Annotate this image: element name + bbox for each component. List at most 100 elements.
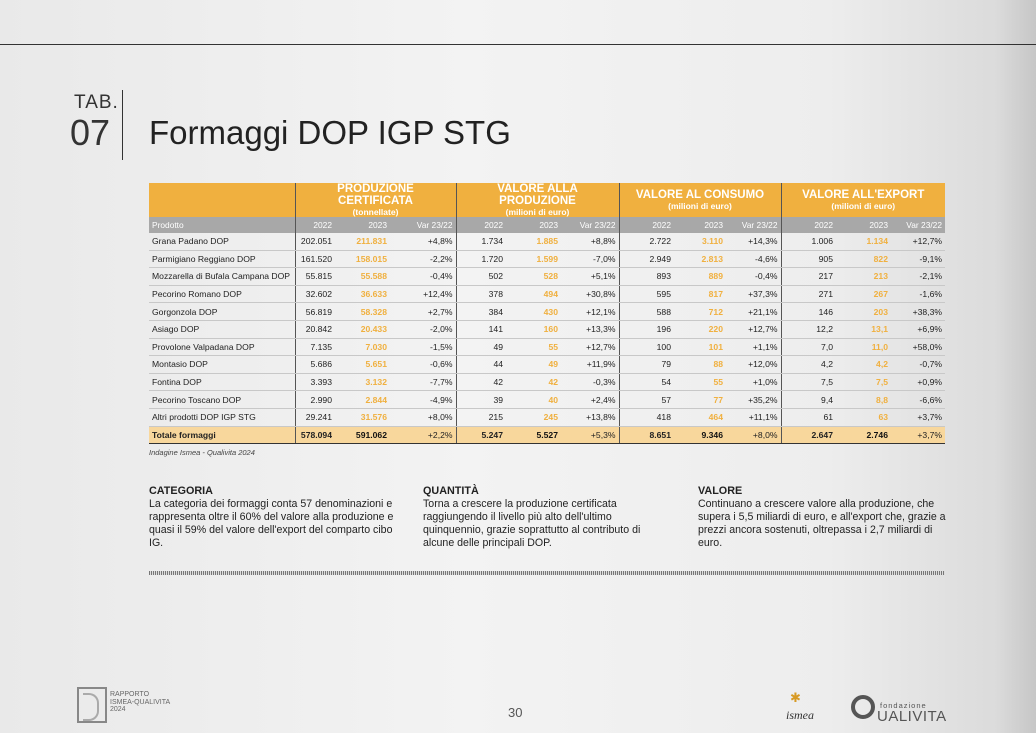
variation-cell: -1,5% (390, 338, 456, 357)
value-cell: 502 (455, 267, 506, 286)
table-row: Altri prodotti DOP IGP STG 29.241 31.576 +8… (149, 408, 945, 427)
variation-cell: +12,7% (891, 233, 945, 251)
value-cell: 5.651 (335, 355, 390, 374)
variation-cell: -4,6% (726, 250, 781, 269)
value-cell: 77 (674, 390, 726, 409)
value-cell: 101 (674, 338, 726, 357)
tab-number: 07 (70, 112, 111, 153)
variation-cell: +3,7% (891, 408, 945, 427)
product-name: Grana Padano DOP (149, 233, 295, 251)
value-cell: 215 (455, 408, 506, 427)
value-cell: 1.720 (455, 250, 506, 269)
value-cell: 44 (455, 355, 506, 374)
value-cell: 494 (506, 285, 561, 304)
column-heading: QUANTITÀ (423, 485, 479, 497)
value-cell: 245 (506, 408, 561, 427)
table-row: Pecorino Romano DOP 32.602 36.633 +12,4% 378… (149, 285, 945, 304)
value-cell: 464 (674, 408, 726, 427)
qualivita-logo: UALIVITA (877, 708, 947, 725)
variation-cell: +5,1% (561, 267, 619, 286)
variation-cell: +21,1% (726, 302, 781, 321)
column-text: Torna a crescere la produzione certifica… (423, 498, 641, 549)
page-edge-shadow (996, 0, 1036, 733)
page-title: Formaggi DOP IGP STG (149, 114, 511, 151)
value-cell: 39 (455, 390, 506, 409)
value-cell: 100 (618, 338, 674, 357)
value-cell: 5.527 (506, 426, 561, 445)
value-cell: 578.094 (294, 426, 335, 445)
value-cell: 63 (836, 408, 891, 427)
value-cell: 56.819 (294, 302, 335, 321)
variation-cell: -0,3% (561, 373, 619, 392)
value-cell: 29.241 (294, 408, 335, 427)
text-column-valore: VALORE Continuano a crescere valore alla… (698, 485, 948, 550)
table-row: Provolone Valpadana DOP 7.135 7.030 -1,5% 49… (149, 338, 945, 357)
variation-cell: +58,0% (891, 338, 945, 357)
variation-cell: +11,9% (561, 355, 619, 374)
value-cell: 1.734 (455, 233, 506, 251)
value-cell: 79 (618, 355, 674, 374)
value-cell: 1.134 (836, 233, 891, 251)
column-header-prodotto: Prodotto (149, 217, 295, 233)
variation-cell: +2,7% (390, 302, 456, 321)
value-cell: 595 (618, 285, 674, 304)
column-text: La categoria dei formaggi conta 57 denom… (149, 498, 394, 549)
product-name: Totale formaggi (149, 426, 295, 445)
value-cell: 271 (780, 285, 836, 304)
product-name: Mozzarella di Bufala Campana DOP (149, 267, 295, 286)
product-name: Pecorino Toscano DOP (149, 390, 295, 409)
column-header-year: 2022 (780, 217, 836, 233)
variation-cell: -7,0% (561, 250, 619, 269)
column-header-year: 2023 (674, 217, 726, 233)
value-cell: 430 (506, 302, 561, 321)
variation-cell: +12,7% (561, 338, 619, 357)
variation-cell: -1,6% (891, 285, 945, 304)
value-cell: 2.990 (294, 390, 335, 409)
value-cell: 528 (506, 267, 561, 286)
value-cell: 58.328 (335, 302, 390, 321)
value-cell: 203 (836, 302, 891, 321)
value-cell: 4,2 (836, 355, 891, 374)
value-cell: 2.844 (335, 390, 390, 409)
variation-cell: +12,7% (726, 320, 781, 339)
value-cell: 213 (836, 267, 891, 286)
value-cell: 3.393 (294, 373, 335, 392)
value-cell: 384 (455, 302, 506, 321)
value-cell: 7,0 (780, 338, 836, 357)
value-cell: 3.132 (335, 373, 390, 392)
column-text: Continuano a crescere valore alla produz… (698, 498, 946, 549)
ismea-wheat-icon: ✱ (790, 690, 801, 705)
value-cell: 9,4 (780, 390, 836, 409)
value-cell: 8.651 (618, 426, 674, 445)
table-row: Mozzarella di Bufala Campana DOP 55.815 55… (149, 267, 945, 286)
value-cell: 61 (780, 408, 836, 427)
column-header-year: 2023 (335, 217, 390, 233)
variation-cell: +12,4% (390, 285, 456, 304)
value-cell: 40 (506, 390, 561, 409)
column-header-var: Var 23/22 (561, 217, 619, 233)
value-cell: 817 (674, 285, 726, 304)
value-cell: 12,2 (780, 320, 836, 339)
value-cell: 712 (674, 302, 726, 321)
variation-cell: +8,0% (726, 426, 781, 445)
fondazione-label: fondazione (880, 701, 927, 710)
variation-cell: -2,0% (390, 320, 456, 339)
value-cell: 160 (506, 320, 561, 339)
value-cell: 211.831 (335, 233, 390, 251)
variation-cell: +12,0% (726, 355, 781, 374)
table-row: Grana Padano DOP 202.051 211.831 +4,8% 1.734… (149, 233, 945, 251)
value-cell: 141 (455, 320, 506, 339)
value-cell: 146 (780, 302, 836, 321)
variation-cell: -4,9% (390, 390, 456, 409)
group-header-produzione: PRODUZIONE CERTIFICATA (tonnellate) (294, 183, 456, 217)
column-header-var: Var 23/22 (891, 217, 945, 233)
value-cell: 418 (618, 408, 674, 427)
variation-cell: +8,0% (390, 408, 456, 427)
value-cell: 32.602 (294, 285, 335, 304)
variation-cell: -0,7% (891, 355, 945, 374)
product-name: Pecorino Romano DOP (149, 285, 295, 304)
variation-cell: +0,9% (891, 373, 945, 392)
qualivita-q-icon (851, 695, 875, 719)
variation-cell: +2,4% (561, 390, 619, 409)
column-header-var: Var 23/22 (390, 217, 456, 233)
